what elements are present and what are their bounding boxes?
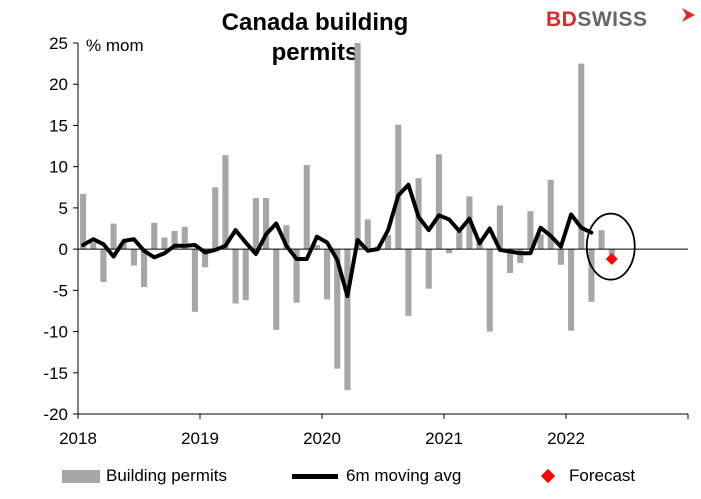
bar: [263, 198, 270, 250]
x-tick-label: 2020: [303, 429, 341, 448]
bar: [517, 249, 524, 264]
bar: [334, 249, 341, 369]
x-tick-label: 2019: [181, 429, 219, 448]
bar: [364, 219, 371, 250]
plot-area: 25 20 15 10 5 0 -5 -10 -15 -20 2018 2019 2020 2021 202…: [43, 34, 689, 448]
legend-swatch-diamond: [540, 468, 556, 484]
bar: [344, 249, 351, 391]
legend-label-building-permits: Building permits: [106, 466, 227, 485]
x-tick-label: 2021: [425, 429, 463, 448]
bar: [425, 249, 432, 289]
bar: [313, 244, 320, 250]
legend-label-moving-avg: 6m moving avg: [346, 466, 462, 485]
bar: [100, 249, 107, 283]
bar: [486, 249, 493, 332]
bar: [273, 249, 280, 330]
bar: [283, 225, 290, 250]
bar: [222, 155, 229, 250]
bar: [435, 154, 442, 250]
logo-text-gray: SWISS: [577, 8, 648, 31]
legend-label-forecast: Forecast: [569, 466, 636, 485]
bar: [293, 249, 300, 303]
logo-text-red: BD: [546, 8, 578, 31]
bar: [120, 241, 127, 250]
bar: [141, 249, 148, 288]
bar: [588, 249, 595, 302]
y-tick-label: -5: [53, 281, 68, 300]
y-tick-label: -10: [43, 323, 68, 342]
legend-swatch-bar: [62, 469, 100, 483]
bar: [598, 230, 605, 250]
y-tick-label: 5: [59, 199, 68, 218]
bar: [568, 249, 575, 331]
bar: [578, 63, 585, 250]
x-tick-label: 2022: [547, 429, 585, 448]
y-tick-label: 25: [49, 34, 68, 53]
bar: [252, 198, 259, 250]
bar: [181, 226, 188, 250]
bar: [507, 249, 514, 274]
bar: [385, 235, 392, 250]
bar: [496, 205, 503, 250]
bar: [212, 187, 219, 250]
bar: [90, 242, 97, 250]
highlight-circle: [585, 212, 636, 281]
forecast-marker: [605, 253, 618, 266]
bdswiss-logo: BDSWISS: [546, 8, 648, 32]
y-tick-label: 20: [49, 75, 68, 94]
bar: [110, 223, 117, 250]
bar: [537, 234, 544, 250]
bar: [324, 249, 331, 300]
bar: [130, 249, 137, 266]
bar: [232, 249, 239, 304]
bar: [405, 249, 412, 316]
y-tick-label: 0: [59, 240, 68, 259]
bar: [303, 165, 310, 250]
chart-title: Canada building permits: [221, 9, 409, 66]
y-tick-label: 10: [49, 158, 68, 177]
moving-average-line: [81, 182, 594, 299]
bar: [354, 43, 361, 250]
bar: [446, 249, 453, 254]
legend-item-forecast: Forecast: [535, 466, 635, 486]
bar: [171, 230, 178, 250]
y-axis-unit-label: % mom: [86, 36, 144, 55]
legend-swatch-line: [292, 473, 338, 479]
bar: [456, 231, 463, 250]
bar: [191, 249, 198, 312]
legend: Building permits 6m moving avg Forecast: [0, 466, 701, 490]
y-tick-label: -20: [43, 405, 68, 424]
legend-item-moving-avg: 6m moving avg: [292, 466, 461, 486]
y-tick-label: 15: [49, 116, 68, 135]
bar: [608, 249, 615, 256]
bar: [527, 211, 534, 250]
x-tick-label: 2018: [59, 429, 97, 448]
bar: [547, 179, 554, 250]
bar: [202, 249, 209, 268]
bar: [557, 249, 564, 265]
bar: [151, 222, 158, 250]
bar: [242, 249, 249, 301]
bar: [80, 193, 87, 250]
y-tick-label: -15: [43, 364, 68, 383]
legend-item-building-permits: Building permits: [62, 466, 227, 486]
bar: [161, 237, 168, 250]
logo-arrow-icon: [682, 8, 695, 22]
bar: [395, 124, 402, 250]
